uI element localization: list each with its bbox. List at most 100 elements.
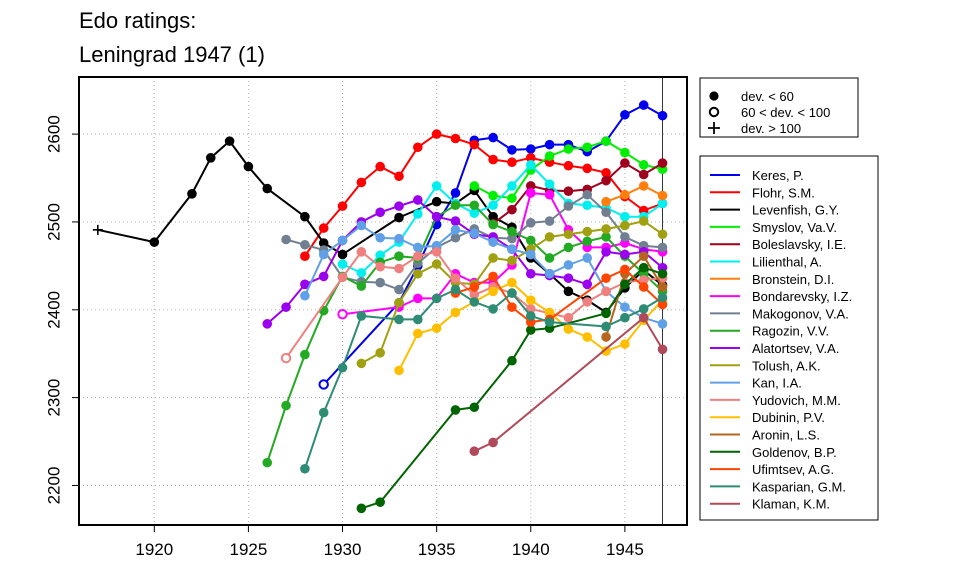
data-point <box>507 226 517 237</box>
data-point <box>431 293 442 304</box>
series-line <box>342 163 664 274</box>
data-point <box>488 304 498 314</box>
data-point <box>205 153 216 163</box>
data-point <box>601 247 611 257</box>
x-tick-label: 1920 <box>135 540 173 559</box>
data-point-open <box>337 308 348 320</box>
data-point <box>601 175 611 186</box>
series-legend-label: Keres, P. <box>752 168 804 183</box>
data-point <box>469 297 480 307</box>
data-point <box>657 299 668 310</box>
data-point <box>394 263 404 274</box>
data-point <box>413 268 423 279</box>
data-point <box>563 186 574 196</box>
data-point <box>318 249 329 260</box>
data-point <box>375 161 385 172</box>
data-point <box>281 234 291 245</box>
series-legend-label: Klaman, K.M. <box>752 497 830 512</box>
data-point <box>525 268 536 279</box>
data-point <box>356 503 367 514</box>
series-legend: Keres, P. Flohr, S.M. Levenfish, G.Y. Smysl… <box>699 155 879 521</box>
legend-marker-plus <box>708 122 720 134</box>
chart-title-line-1: Edo ratings: <box>79 8 197 33</box>
data-point <box>469 228 480 239</box>
data-point <box>657 319 668 329</box>
data-point <box>281 400 291 411</box>
data-point <box>620 249 630 260</box>
data-point <box>638 100 649 110</box>
data-point <box>525 218 536 228</box>
data-point <box>450 200 461 211</box>
series-legend-label: Ragozin, V.V. <box>752 324 829 339</box>
data-point <box>620 220 630 231</box>
data-point <box>620 312 630 323</box>
data-point <box>525 144 536 154</box>
series-line <box>455 268 664 324</box>
data-point <box>657 229 668 240</box>
series-line <box>266 204 664 463</box>
data-point <box>469 181 480 191</box>
data-point <box>488 211 498 222</box>
data-point <box>563 144 574 154</box>
series-legend-label: Kan, I.A. <box>752 376 802 391</box>
data-point <box>544 151 555 161</box>
series-legend-box <box>699 155 879 521</box>
data-point <box>620 158 630 168</box>
y-tick-label: 2500 <box>44 203 63 241</box>
data-point <box>507 355 517 366</box>
data-point <box>394 233 404 244</box>
data-point <box>507 302 517 312</box>
data-point <box>375 277 385 288</box>
data-point <box>469 200 480 211</box>
data-point <box>563 160 574 171</box>
data-point <box>507 204 517 215</box>
data-point <box>300 251 310 261</box>
data-point <box>488 271 498 282</box>
data-point <box>544 268 555 279</box>
data-point <box>300 463 310 474</box>
data-point <box>281 302 291 312</box>
data-point <box>525 235 536 246</box>
y-tick-label: 2300 <box>44 379 63 417</box>
data-point <box>356 281 367 291</box>
data-point <box>525 160 536 170</box>
data-point <box>620 302 630 312</box>
data-point <box>544 139 555 150</box>
series-line <box>266 199 664 325</box>
data-point <box>507 277 517 288</box>
data-point <box>488 237 498 247</box>
data-point <box>620 109 630 120</box>
data-point <box>525 188 536 198</box>
data-point <box>544 307 555 318</box>
x-tick-label: 1945 <box>606 540 644 559</box>
data-point <box>601 196 611 207</box>
data-point <box>601 136 611 146</box>
data-point <box>507 255 517 266</box>
data-point <box>582 189 593 200</box>
series-legend-label: Ufimtsev, A.G. <box>752 462 834 477</box>
data-point <box>563 201 574 211</box>
series-legend-label: Smyslov, Va.V. <box>752 220 837 235</box>
series-line <box>473 316 664 453</box>
data-point <box>638 251 649 261</box>
data-point <box>394 297 404 308</box>
data-point <box>394 171 404 182</box>
axis-layer: 1920 1925 1930 1935 1940 1945 2200 2300 2400 2500… <box>44 115 643 559</box>
data-point <box>149 237 160 247</box>
data-point <box>525 153 536 163</box>
data-point <box>450 273 461 283</box>
data-point <box>601 346 611 356</box>
data-point <box>375 250 385 261</box>
data-point <box>394 201 404 211</box>
data-point <box>431 323 442 334</box>
series-legend-label: Boleslavsky, I.E. <box>752 237 846 252</box>
data-point <box>356 358 367 369</box>
series-line <box>492 162 664 225</box>
data-point <box>337 362 348 373</box>
data-point <box>356 220 367 231</box>
marker-legend-label: dev. > 100 <box>741 121 801 136</box>
data-point <box>187 189 197 199</box>
series-legend-label: Levenfish, G.Y. <box>752 203 839 218</box>
data-point <box>544 216 555 226</box>
